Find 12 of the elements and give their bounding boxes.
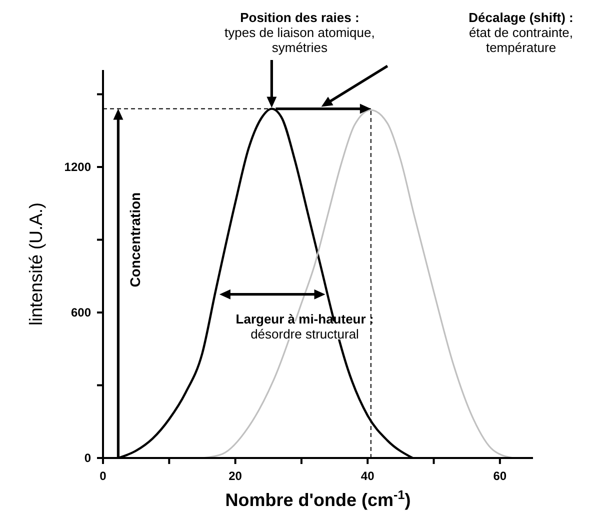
text: Décalage (shift) : état de contrainte, température [468, 10, 574, 55]
y-tick-label: 600 [70, 306, 92, 320]
y-tick-label: 0 [84, 451, 92, 465]
y-tick-label: 1200 [64, 160, 92, 174]
x-tick-label: 40 [360, 469, 375, 483]
text: Position des raies : types de liaison atomique, symétries [224, 10, 375, 55]
x-axis-title: Nombre d'onde (cm$^{-1}$) [225, 488, 411, 510]
x-tick-label: 20 [228, 469, 242, 483]
annotation: Concentration [127, 192, 144, 288]
y-axis-title: lintensité (U.A.) [26, 202, 46, 326]
x-tick-label: 0 [100, 469, 107, 483]
x-tick-label: 60 [493, 469, 507, 483]
